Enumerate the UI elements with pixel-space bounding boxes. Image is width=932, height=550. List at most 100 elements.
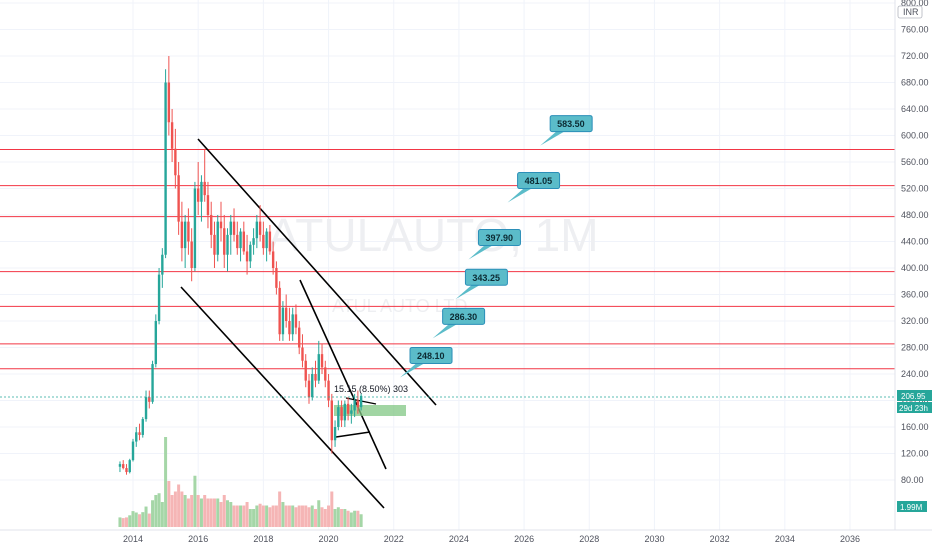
volume-bar xyxy=(128,515,132,527)
candle-body xyxy=(144,397,148,420)
volume-bar xyxy=(346,510,350,527)
candle-body xyxy=(281,307,285,335)
candle-body xyxy=(154,321,158,365)
volume-bar xyxy=(317,500,321,527)
candle-body xyxy=(180,221,184,249)
volume-bar xyxy=(177,484,181,527)
volume-bar xyxy=(154,495,158,527)
candle-body xyxy=(135,432,138,442)
y-tick-label: 800.00 xyxy=(901,0,929,8)
target-callout-box[interactable] xyxy=(549,115,593,133)
candle-body xyxy=(226,234,229,255)
volume-bar xyxy=(138,514,142,527)
volume-bar xyxy=(235,505,239,527)
volume-bar xyxy=(248,509,252,527)
volume-bar xyxy=(206,498,210,527)
volume-bar xyxy=(353,510,357,527)
volume-bar xyxy=(359,514,363,527)
candle-body xyxy=(298,327,301,348)
volume-bar xyxy=(229,502,233,527)
target-callout-box[interactable] xyxy=(464,268,508,286)
symbol-watermark: ATULAUTO, 1M xyxy=(268,209,599,261)
channel-upper-line[interactable] xyxy=(197,138,437,406)
candle-body xyxy=(183,221,187,249)
candle-body xyxy=(359,395,363,408)
target-pointer xyxy=(400,363,425,378)
volume-bar xyxy=(212,498,216,527)
candle-body xyxy=(284,307,288,321)
target-callout-label: 286.30 xyxy=(450,312,478,322)
volume-bar xyxy=(271,505,275,527)
volume-bar xyxy=(340,509,344,527)
volume-bar xyxy=(121,518,125,527)
candle-body xyxy=(271,251,275,268)
target-callouts[interactable]: 248.10 286.30 343.25 397.90 481.05 583.50 xyxy=(400,115,593,378)
x-tick-label: 2014 xyxy=(123,534,143,544)
trend-drawings[interactable]: 15.15 (8.50%) 303 xyxy=(180,138,437,509)
y-tick-label: 680.00 xyxy=(901,78,929,88)
candle-body xyxy=(356,400,360,408)
volume-bar xyxy=(320,507,324,527)
volume-bar xyxy=(170,495,174,527)
candle-body xyxy=(174,148,177,176)
volume-bar xyxy=(268,507,272,527)
y-tick-label: 720.00 xyxy=(901,51,929,61)
volume-bar xyxy=(164,437,168,527)
volume-bar xyxy=(144,506,148,527)
candle-body xyxy=(291,314,294,335)
x-tick-label: 2030 xyxy=(644,534,664,544)
x-tick-label: 2028 xyxy=(579,534,599,544)
target-callout-box[interactable] xyxy=(477,229,521,247)
volume-bar xyxy=(157,493,161,527)
candle-body xyxy=(151,364,154,402)
y-tick-label: 120.00 xyxy=(901,449,929,459)
y-tick-label: 360.00 xyxy=(901,290,929,300)
candle-body xyxy=(330,400,334,441)
volume-bar xyxy=(323,509,327,527)
candle-body xyxy=(164,82,167,255)
candle-body xyxy=(301,347,304,361)
candle-body xyxy=(327,380,330,401)
price-axis[interactable]: 800.00 760.00 720.00 680.00 640.00 600.00 560.… xyxy=(901,0,929,485)
volume-bar xyxy=(274,505,278,527)
volume-bar xyxy=(141,512,145,527)
y-tick-label: 400.00 xyxy=(901,263,929,273)
target-callout-box[interactable] xyxy=(517,172,561,190)
volume-bar xyxy=(216,498,220,527)
candle-body xyxy=(196,188,200,202)
volume-bar xyxy=(287,505,291,527)
volume-bar xyxy=(239,505,243,527)
channel-lower-line[interactable] xyxy=(180,286,385,509)
target-pointer xyxy=(432,324,457,339)
volume-bar xyxy=(265,505,269,527)
candle-body xyxy=(210,215,213,235)
target-callout-label: 583.50 xyxy=(557,119,585,129)
y-tick-label: 600.00 xyxy=(901,131,929,141)
candle-body xyxy=(340,407,343,421)
measure-box[interactable] xyxy=(334,405,406,416)
x-tick-label: 2018 xyxy=(253,534,273,544)
candle-body xyxy=(258,221,262,235)
volume-bar xyxy=(356,510,360,527)
triangle-lower-line[interactable] xyxy=(335,431,371,438)
volume-bar xyxy=(300,505,304,527)
inner-trend-line[interactable] xyxy=(299,279,387,470)
volume-bar xyxy=(261,505,265,527)
currency-badge[interactable] xyxy=(897,5,923,19)
target-callout-box[interactable] xyxy=(409,346,453,364)
candle-body xyxy=(242,231,246,252)
candle-body xyxy=(245,251,249,262)
time-axis[interactable]: 2014 2016 2018 2020 2022 2024 2026 2028 2030 2032… xyxy=(123,534,860,544)
candle-body xyxy=(337,407,340,427)
candle-body xyxy=(219,221,223,229)
volume-bar xyxy=(147,513,151,527)
candle-body xyxy=(190,241,193,268)
volume-bar xyxy=(196,495,200,527)
volume-bar xyxy=(242,505,246,527)
target-callout-box[interactable] xyxy=(442,307,486,325)
y-tick-label: 480.00 xyxy=(901,210,929,220)
volume-bar xyxy=(183,495,187,527)
candle-body xyxy=(206,195,210,215)
volume-bar xyxy=(291,505,295,527)
